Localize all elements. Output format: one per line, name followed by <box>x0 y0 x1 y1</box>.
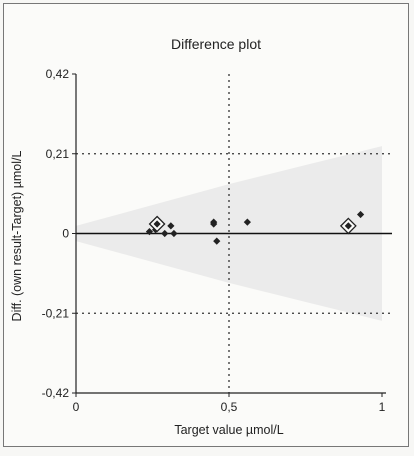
y-tick-label: 0 <box>62 227 69 241</box>
data-points-layer <box>145 210 365 245</box>
x-tick-label: 0,5 <box>221 400 238 414</box>
highlighted-point <box>153 220 161 228</box>
axes-layer: 0,420,210-0,21-0,420 0,5 1 <box>42 67 386 414</box>
data-point <box>213 237 221 245</box>
data-point <box>170 229 178 238</box>
difference-plot-chart: Difference plot 0,420,210-0,21-0,420 0,5 1… <box>10 36 392 437</box>
y-tick-label: -0,21 <box>42 306 70 320</box>
data-point <box>145 228 154 236</box>
y-axis-title: Diff. (own result-Target) µmol/L <box>10 151 24 322</box>
chart-frame: Difference plot 0,42 0,21 0 -0,21 -0,42 0 0,5 1… <box>3 3 409 447</box>
data-point <box>243 218 251 226</box>
chart-title: Difference plot <box>171 36 261 52</box>
data-point <box>210 220 218 228</box>
x-tick-label: 1 <box>379 400 386 414</box>
data-point <box>356 210 365 219</box>
x-axis-title: Target value µmol/L <box>174 423 283 437</box>
reference-lines-layer <box>76 74 392 393</box>
y-tick-label: 0,42 <box>46 67 70 81</box>
data-point <box>161 229 169 238</box>
y-tick-label: 0,21 <box>46 147 70 161</box>
highlighted-point <box>344 222 352 230</box>
x-tick-label: 0 <box>73 400 80 414</box>
y-tick-label: -0,42 <box>42 386 70 400</box>
data-point <box>167 222 175 230</box>
